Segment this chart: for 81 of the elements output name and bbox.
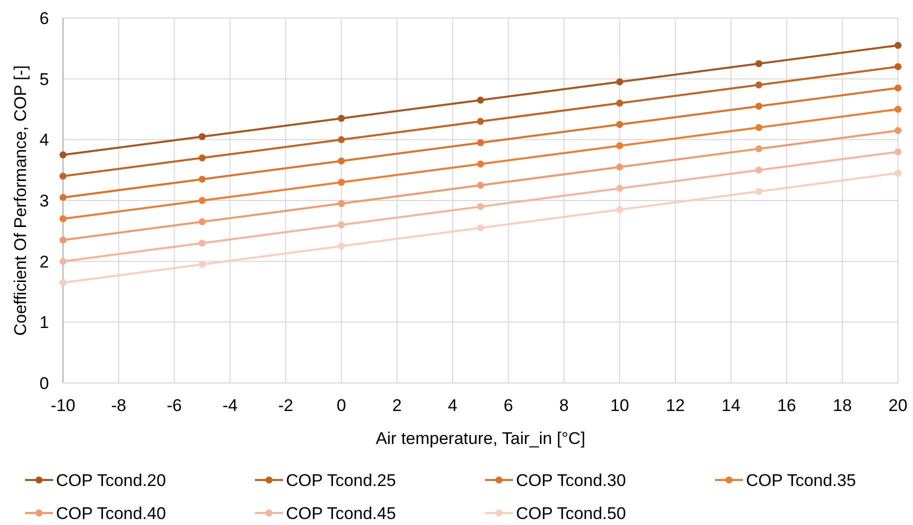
point xyxy=(198,197,206,204)
point xyxy=(338,136,345,144)
point xyxy=(477,203,484,210)
point xyxy=(477,224,484,232)
y-axis-title: Coefficient Of Performance, COP [-] xyxy=(11,65,30,336)
y-tick-label: 3 xyxy=(40,191,49,210)
point xyxy=(755,81,762,88)
point xyxy=(198,240,206,247)
x-tick-label: 0 xyxy=(336,396,346,415)
point xyxy=(755,145,762,152)
point xyxy=(755,102,762,110)
x-tick-label: -10 xyxy=(50,396,76,415)
point xyxy=(338,157,345,164)
point xyxy=(198,218,206,226)
point xyxy=(198,176,206,183)
point xyxy=(60,151,66,158)
x-tick-label: -6 xyxy=(166,396,182,415)
y-tick-label: 1 xyxy=(40,313,49,332)
x-tick-label: -8 xyxy=(111,396,126,415)
x-tick-label: -2 xyxy=(278,396,294,415)
point xyxy=(477,139,484,146)
legend-label: COP Tcond.40 xyxy=(56,504,166,523)
point xyxy=(755,188,762,195)
legend-label: COP Tcond.25 xyxy=(286,470,396,490)
x-axis-title: Air temperature, Tair_in [°C] xyxy=(376,429,586,448)
point xyxy=(755,124,762,131)
point xyxy=(198,260,206,268)
point xyxy=(894,170,902,177)
point xyxy=(755,166,762,174)
point xyxy=(755,60,762,68)
point xyxy=(894,84,902,92)
point xyxy=(616,142,624,150)
point xyxy=(477,118,484,125)
x-tick-label: 4 xyxy=(448,396,458,415)
point xyxy=(60,279,66,286)
x-tick-label: 2 xyxy=(392,396,402,415)
point xyxy=(894,106,902,113)
y-tick-label: 2 xyxy=(40,252,49,272)
point xyxy=(60,172,66,180)
y-tick-label: 0 xyxy=(40,374,49,393)
point xyxy=(894,127,902,134)
point xyxy=(894,148,902,156)
point xyxy=(338,178,345,186)
x-tick-label: 14 xyxy=(722,396,740,415)
x-tick-label: 16 xyxy=(777,396,796,415)
point xyxy=(60,194,66,201)
point xyxy=(338,221,345,228)
point xyxy=(616,206,624,214)
x-tick-label: 18 xyxy=(832,396,852,415)
point xyxy=(616,120,624,128)
legend-label: COP Tcond.50 xyxy=(516,504,626,523)
x-tick-label: -4 xyxy=(222,396,238,415)
point xyxy=(338,114,345,122)
point xyxy=(616,164,624,171)
point xyxy=(338,200,345,208)
point xyxy=(198,154,206,162)
point xyxy=(60,258,66,265)
point xyxy=(894,42,902,49)
x-tick-label: 6 xyxy=(504,396,514,415)
legend-label: COP Tcond.35 xyxy=(746,470,856,490)
point xyxy=(477,96,484,104)
y-tick-label: 5 xyxy=(40,70,49,89)
y-tick-label: 6 xyxy=(40,8,49,28)
point xyxy=(894,63,902,70)
legend-label: COP Tcond.20 xyxy=(56,470,166,490)
x-tick-label: 8 xyxy=(559,396,569,415)
point xyxy=(60,236,66,244)
legend-label: COP Tcond.45 xyxy=(286,504,396,523)
point xyxy=(198,133,206,140)
point xyxy=(477,182,484,189)
legend-label: COP Tcond.30 xyxy=(516,470,626,490)
x-tick-label: 20 xyxy=(888,396,908,415)
point xyxy=(477,160,484,168)
y-tick-label: 4 xyxy=(40,130,49,150)
point xyxy=(616,184,624,192)
x-tick-label: 12 xyxy=(666,396,685,415)
point xyxy=(616,100,624,107)
point xyxy=(616,78,624,86)
point xyxy=(60,215,66,222)
x-tick-label: 10 xyxy=(610,396,630,415)
point xyxy=(338,242,345,250)
